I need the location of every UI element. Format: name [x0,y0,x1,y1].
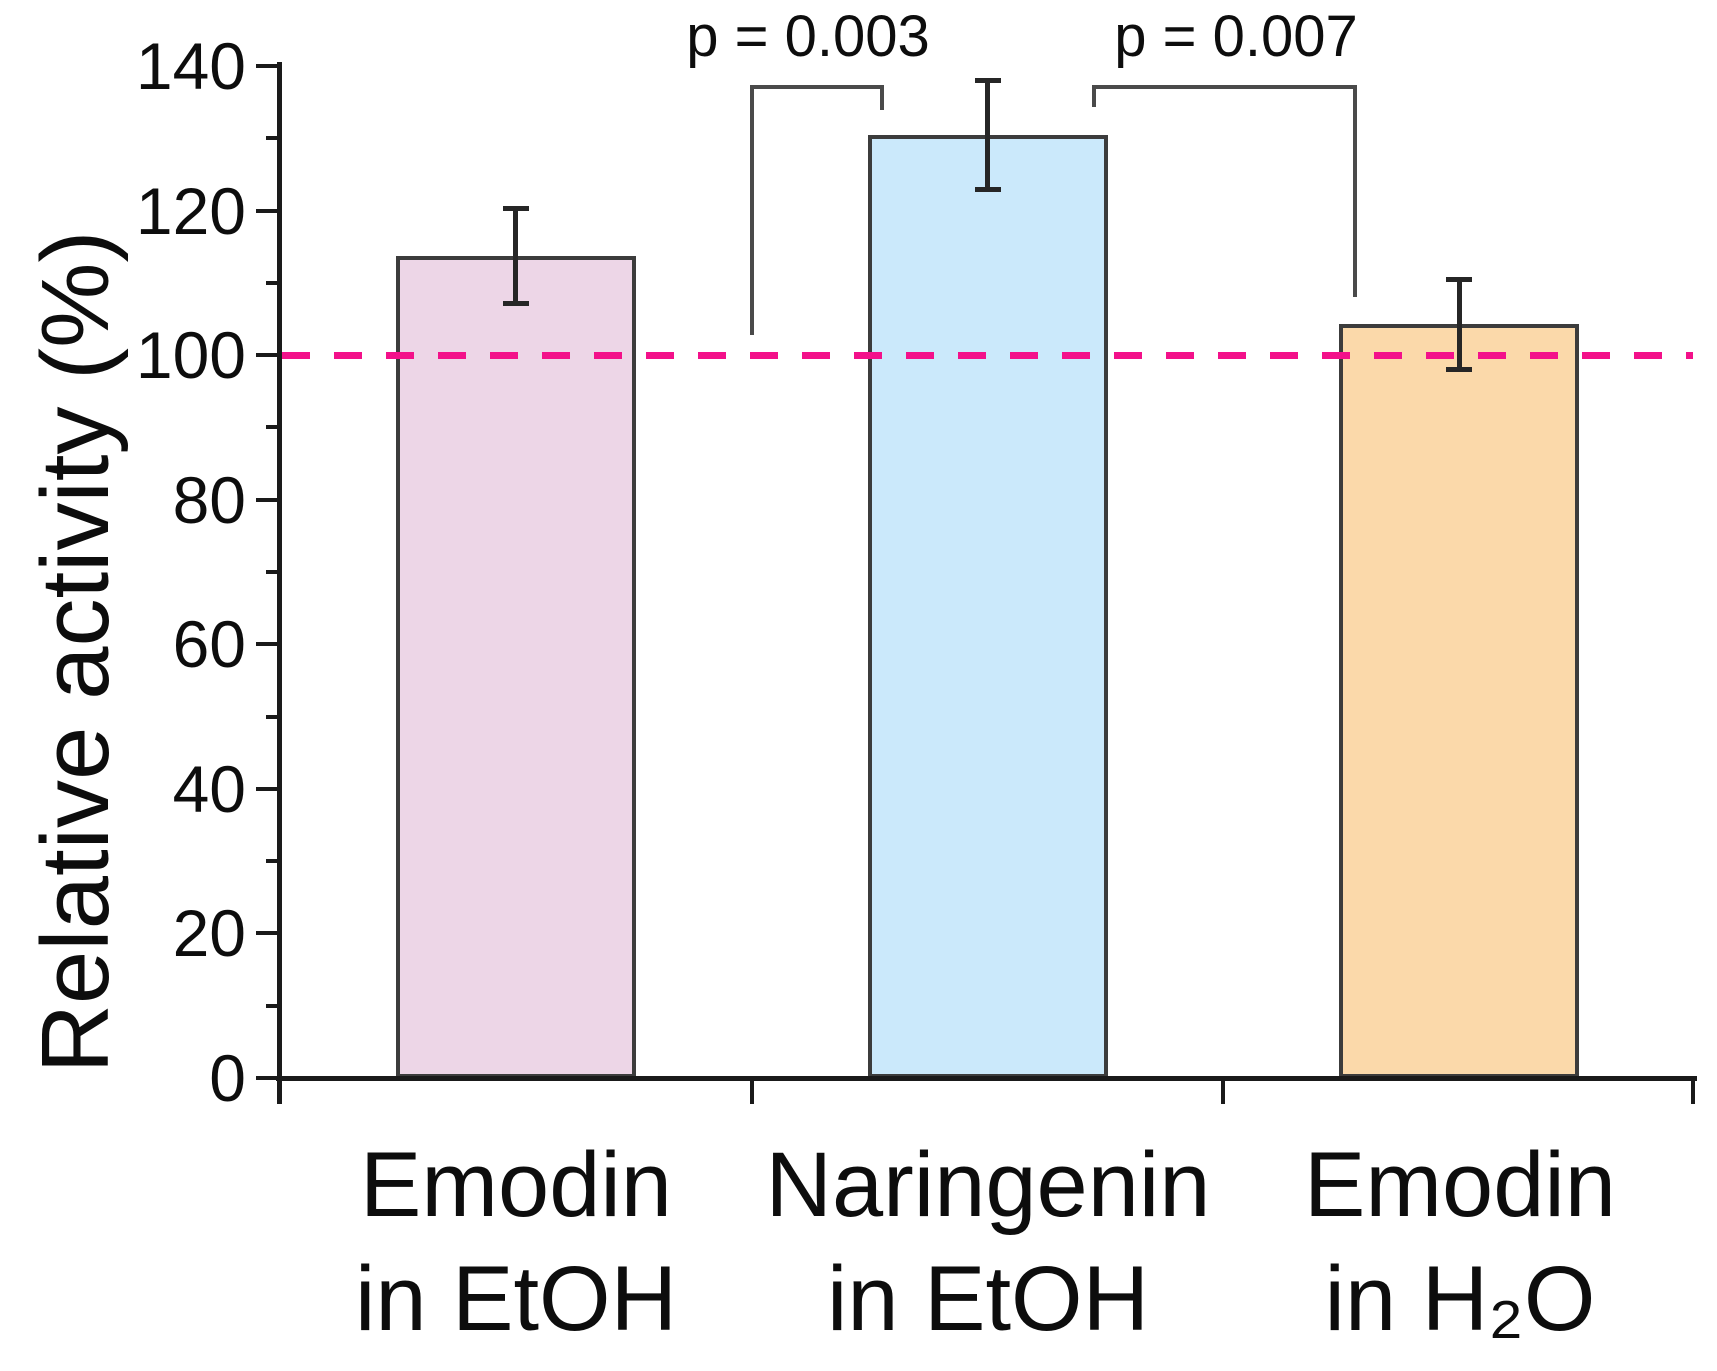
y-tick-label: 80 [172,462,246,537]
y-tick-label: 60 [172,607,246,682]
y-minor-tick [266,1003,280,1008]
y-tick-label: 120 [135,173,246,248]
error-bar-line [985,80,990,191]
bracket-right-leg [1353,89,1357,297]
bar-1 [867,135,1108,1078]
y-major-tick [256,64,280,68]
error-bar-cap-top [1446,276,1473,282]
y-tick-label: 20 [172,896,246,971]
plot-area [280,66,1695,1078]
error-bar-cap-bottom [502,300,529,306]
category-label-emodin-h2o: Emodin in H₂O [1304,1134,1616,1351]
error-bar-line [1456,278,1462,370]
p-value-label-2: p = 0.007 [1114,4,1358,69]
y-major-tick [256,931,280,936]
y-axis-line [277,62,282,1104]
x-axis-tick [1691,1078,1695,1104]
y-major-tick [256,497,280,502]
reference-line-100pct [282,352,1693,360]
error-bar-cap-top [974,78,1001,84]
y-tick-label: 140 [135,29,246,103]
error-bar-cap-top [502,206,529,212]
x-axis-tick [1221,1078,1226,1104]
error-bar-cap-bottom [1446,366,1473,372]
y-minor-tick [266,280,280,285]
bracket-right-leg [880,89,884,110]
y-major-tick [256,353,280,358]
y-minor-tick [266,136,280,141]
significance-bracket-1 [750,85,884,335]
bracket-left-leg [1092,89,1096,107]
y-major-tick [256,208,280,213]
y-tick-label: 100 [135,318,246,393]
bracket-left-leg [750,89,754,335]
category-label-emodin-etoh: Emodin in EtOH [354,1134,678,1351]
error-bar-line [513,208,519,304]
y-tick-label: 0 [209,1041,246,1115]
y-minor-tick [266,425,280,430]
y-minor-tick [266,714,280,719]
x-axis-line [276,1076,1697,1081]
bar-0 [395,256,636,1078]
bar-2 [1339,324,1580,1078]
y-major-tick [256,786,280,791]
x-axis-tick [749,1078,754,1104]
p-value-label-1: p = 0.003 [686,4,930,69]
y-major-tick [256,642,280,647]
y-minor-tick [266,859,280,864]
significance-bracket-2 [1092,85,1357,297]
y-minor-tick [266,570,280,574]
error-bar-cap-bottom [974,187,1001,193]
y-major-tick [256,1076,280,1080]
category-label-naringenin-etoh: Naringenin in EtOH [765,1134,1211,1351]
y-tick-label: 40 [172,751,246,826]
